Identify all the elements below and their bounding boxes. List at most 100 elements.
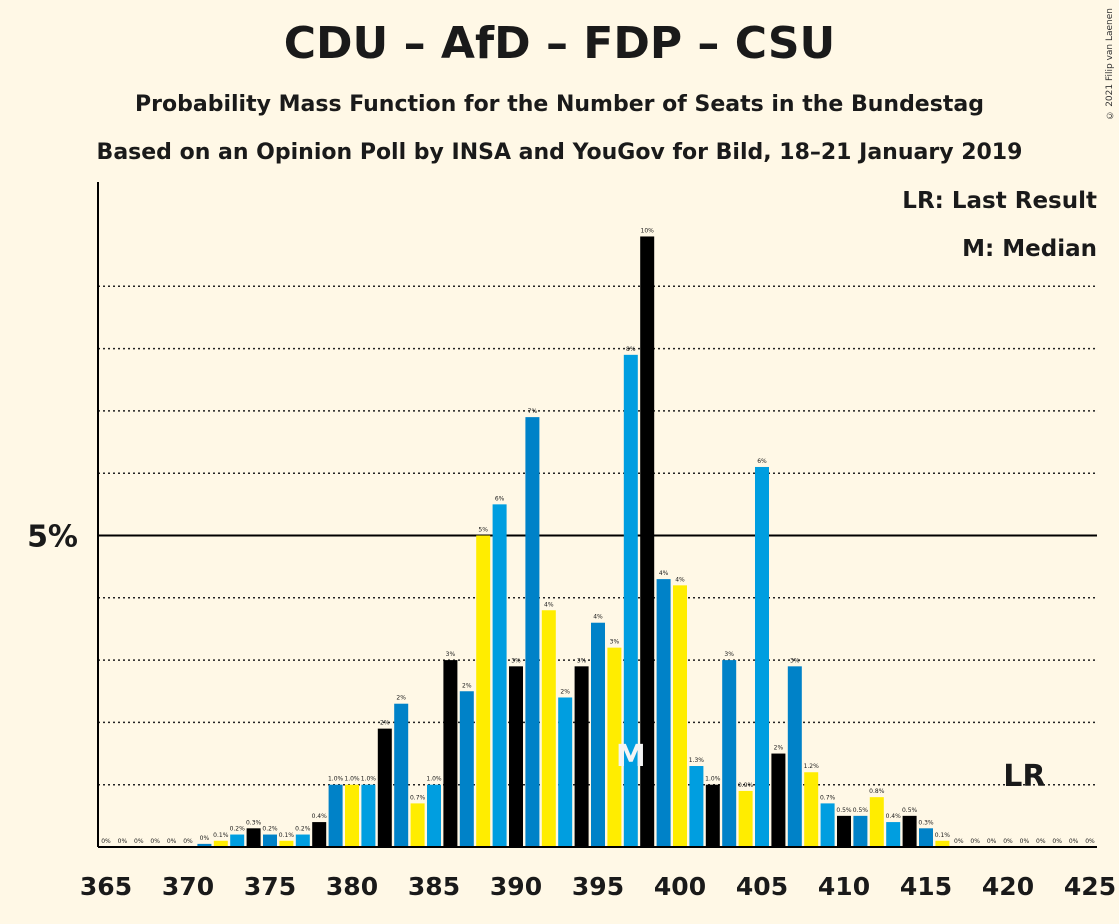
bar-seat-414 [902,815,917,847]
data-label-seat-398: 10% [641,227,655,234]
data-label-seat-370: 0% [183,838,193,845]
data-label-seat-384: 0.7% [410,794,426,801]
bar-seat-392 [541,610,556,847]
data-label-seat-378: 0.4% [312,813,328,820]
bar-seat-401 [689,766,704,847]
data-label-seat-365: 0% [101,838,111,845]
data-label-seat-372: 0.1% [213,832,229,839]
bar-seat-386 [443,660,458,847]
data-label-seat-366: 0% [118,838,128,845]
data-label-seat-421: 0% [1020,838,1030,845]
bar-seat-381 [361,784,376,847]
last-result-marker: LR [1003,759,1045,794]
data-label-seat-405: 6% [757,458,767,465]
bar-seat-406 [771,753,786,847]
data-label-seat-391: 7% [528,408,538,415]
x-tick-label: 405 [736,872,788,901]
bar-seat-411 [853,815,868,847]
data-label-seat-385: 1.0% [426,776,442,783]
data-label-seat-419: 0% [987,838,997,845]
data-label-seat-409: 0.7% [820,794,836,801]
data-label-seat-395: 4% [593,614,603,621]
data-label-seat-382: 2% [380,720,390,727]
data-label-seat-379: 1.0% [328,776,344,783]
data-label-seat-392: 4% [544,601,554,608]
data-label-seat-374: 0.3% [246,819,262,826]
data-label-seat-414: 0.5% [902,807,918,814]
bar-seat-393 [558,697,573,847]
data-label-seat-407: 3% [790,657,800,664]
median-marker: M [616,739,646,774]
bar-seat-374 [246,828,261,847]
data-label-seat-375: 0.2% [262,826,278,833]
x-tick-label: 395 [572,872,624,901]
data-label-seat-390: 3% [511,657,521,664]
bar-seat-394 [574,666,589,847]
data-labels: 0% 0% 0% 0% 0% 0% 0% 0.1%0.2%0.3%0.2%0.1%0.2%0.… [101,227,1095,845]
bar-seat-410 [837,815,851,847]
data-label-seat-411: 0.5% [853,807,869,814]
bar-seat-413 [886,822,901,847]
y-tick-label: 5% [27,520,78,555]
bar-seat-388 [476,535,491,847]
bars [197,236,950,847]
data-label-seat-373: 0.2% [230,826,246,833]
x-tick-label: 390 [490,872,542,901]
bar-seat-396 [607,647,622,847]
data-label-seat-406: 2% [774,745,784,752]
bar-seat-391 [525,417,540,847]
bar-seat-385 [427,784,441,847]
bar-seat-399 [656,579,671,847]
data-label-seat-420: 0% [1003,838,1013,845]
data-label-seat-413: 0.4% [886,813,902,820]
axes: 365 370 375 380 385 390 395 400 405 410 415 420 425 5… [27,182,1116,901]
data-label-seat-425: 0% [1085,838,1095,845]
data-label-seat-388: 5% [478,527,488,534]
data-label-seat-367: 0% [134,838,144,845]
bar-seat-397 [623,354,638,847]
data-label-seat-412: 0.8% [869,788,885,795]
data-label-seat-417: 0% [954,838,964,845]
data-label-seat-369: 0% [167,838,177,845]
x-tick-label: 365 [80,872,132,901]
bar-seat-409 [820,803,835,847]
bar-seat-377 [295,834,310,847]
bar-seat-402 [705,784,720,847]
data-label-seat-415: 0.3% [918,819,934,826]
chart-subtitle-1: Probability Mass Function for the Number… [135,92,984,117]
data-label-seat-377: 0.2% [295,826,311,833]
bar-seat-389 [492,504,507,847]
x-tick-label: 410 [818,872,870,901]
data-label-seat-383: 2% [396,695,406,702]
x-tick-label: 400 [654,872,706,901]
bar-seat-395 [591,622,605,847]
bar-seat-379 [328,784,343,847]
chart-subtitle-2: Based on an Opinion Poll by INSA and You… [96,140,1023,165]
data-label-seat-386: 3% [446,651,456,658]
data-label-seat-376: 0.1% [279,832,295,839]
x-tick-label: 420 [982,872,1034,901]
gridlines [98,285,1097,786]
bar-seat-405 [755,466,769,847]
data-label-seat-397: 8% [626,346,636,353]
bar-seat-382 [377,728,392,847]
x-tick-label: 375 [244,872,296,901]
data-label-seat-380: 1.0% [344,776,360,783]
bar-seat-415 [919,828,933,847]
x-tick-label: 380 [326,872,378,901]
legend-median: M: Median [962,236,1097,262]
data-label-seat-424: 0% [1069,838,1079,845]
bar-seat-404 [738,790,753,847]
bar-seat-387 [459,691,474,847]
data-label-seat-401: 1.3% [689,757,705,764]
bar-seat-371 [197,843,212,847]
data-label-seat-418: 0% [970,838,980,845]
bar-seat-390 [509,666,523,847]
bar-seat-383 [394,703,409,847]
bar-seat-398 [640,236,655,847]
data-label-seat-389: 6% [495,495,505,502]
data-label-seat-394: 3% [577,657,587,664]
bar-seat-400 [673,585,687,847]
x-tick-label: 370 [162,872,214,901]
